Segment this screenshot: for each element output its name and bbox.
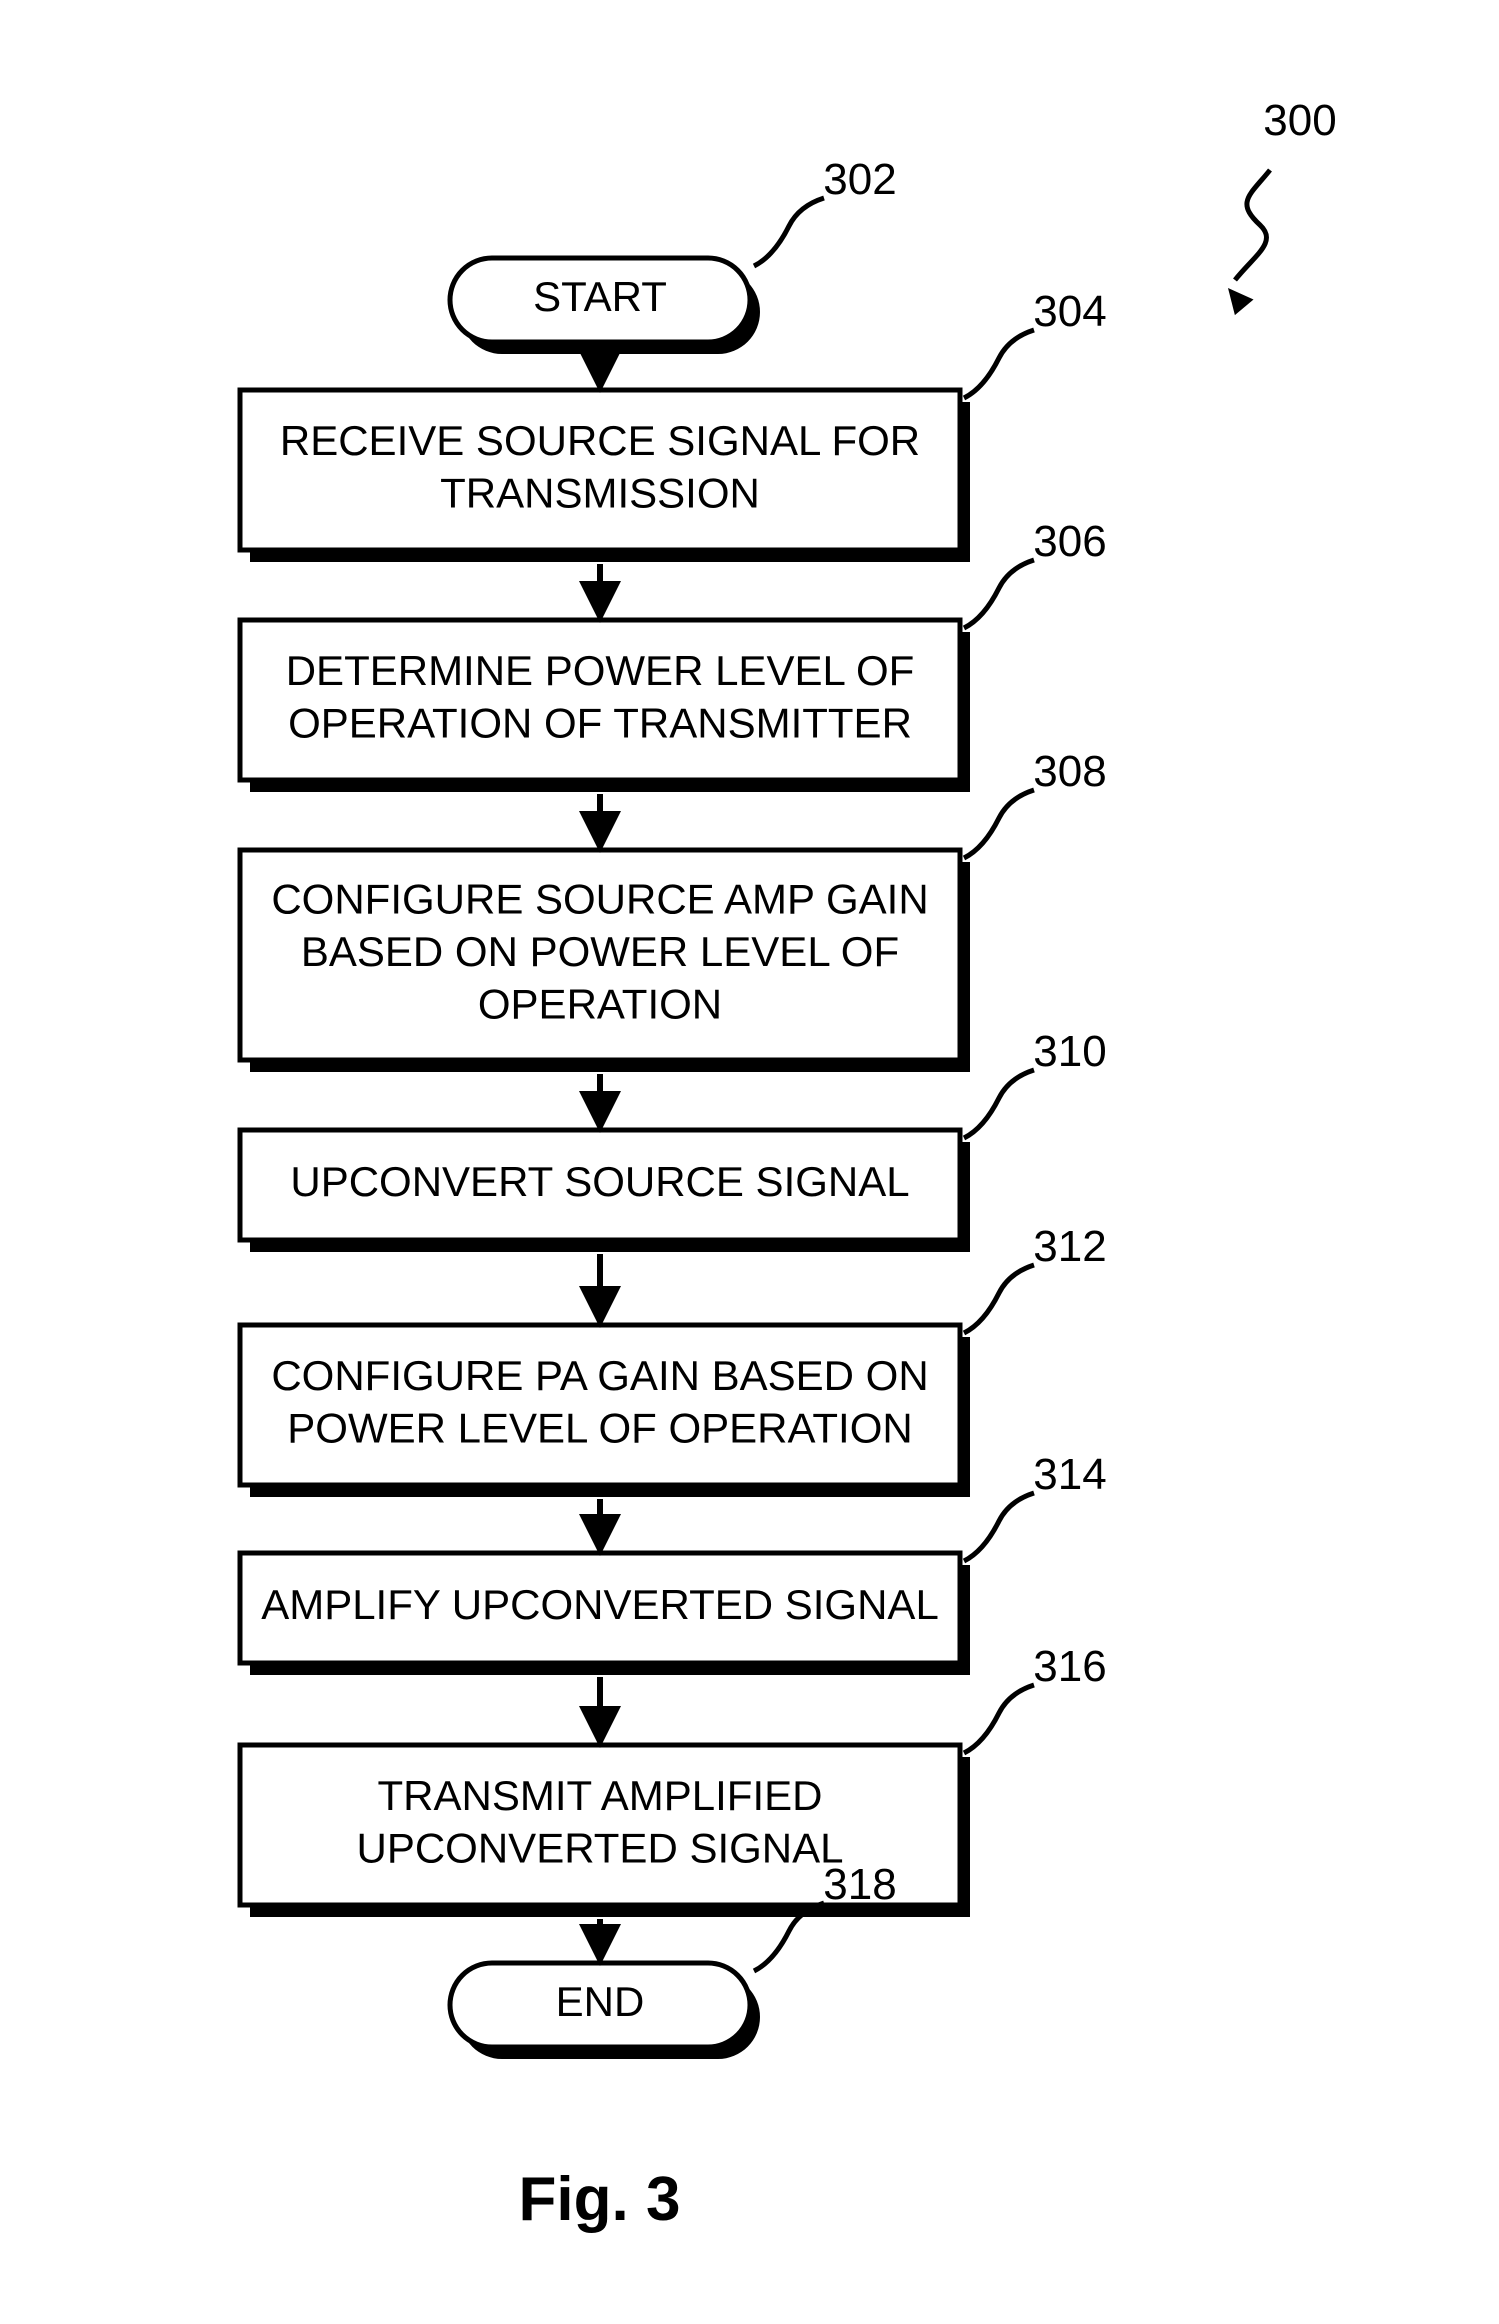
node-n312: CONFIGURE PA GAIN BASED ON POWER LEVEL OF… (240, 1222, 1107, 1497)
node-n316: TRANSMIT AMPLIFIED UPCONVERTED SIGNAL 316 (240, 1642, 1107, 1917)
ref-306: 306 (1033, 517, 1106, 566)
figure-caption: Fig. 3 (519, 2165, 681, 2234)
node-n312-line-0: CONFIGURE PA GAIN BASED ON (271, 1352, 928, 1399)
node-n306-line-0: DETERMINE POWER LEVEL OF (286, 647, 915, 694)
ref-316: 316 (1033, 1642, 1106, 1691)
ref-300-label: 300 (1263, 96, 1336, 145)
ref-304: 304 (1033, 287, 1106, 336)
node-n306-line-1: OPERATION OF TRANSMITTER (288, 699, 912, 746)
ref-312: 312 (1033, 1222, 1106, 1271)
node-n304-line-1: TRANSMISSION (440, 469, 760, 516)
ref-318: 318 (823, 1860, 896, 1909)
node-n308-line-1: BASED ON POWER LEVEL OF (301, 928, 899, 975)
ref-308: 308 (1033, 747, 1106, 796)
node-start-line-0: START (533, 273, 667, 320)
node-n308-line-2: OPERATION (478, 981, 722, 1028)
ref-314: 314 (1033, 1450, 1106, 1499)
node-n308-line-0: CONFIGURE SOURCE AMP GAIN (271, 876, 928, 923)
node-n312-line-1: POWER LEVEL OF OPERATION (287, 1404, 912, 1451)
node-n314-line-0: AMPLIFY UPCONVERTED SIGNAL (261, 1581, 939, 1628)
overall-ref-300: 300 (1228, 96, 1337, 315)
node-end-line-0: END (556, 1978, 645, 2025)
node-n316-line-1: UPCONVERTED SIGNAL (357, 1824, 844, 1871)
node-n316-line-0: TRANSMIT AMPLIFIED (378, 1772, 823, 1819)
node-n310-line-0: UPCONVERT SOURCE SIGNAL (290, 1158, 909, 1205)
ref-310: 310 (1033, 1027, 1106, 1076)
flowchart-figure: START 302 RECEIVE SOURCE SIGNAL FOR TRANSMI… (0, 0, 1499, 2324)
node-n308: CONFIGURE SOURCE AMP GAIN BASED ON POWER … (240, 747, 1107, 1072)
ref-302: 302 (823, 155, 896, 204)
node-n304-line-0: RECEIVE SOURCE SIGNAL FOR (280, 417, 920, 464)
node-start: START 302 (450, 155, 897, 354)
